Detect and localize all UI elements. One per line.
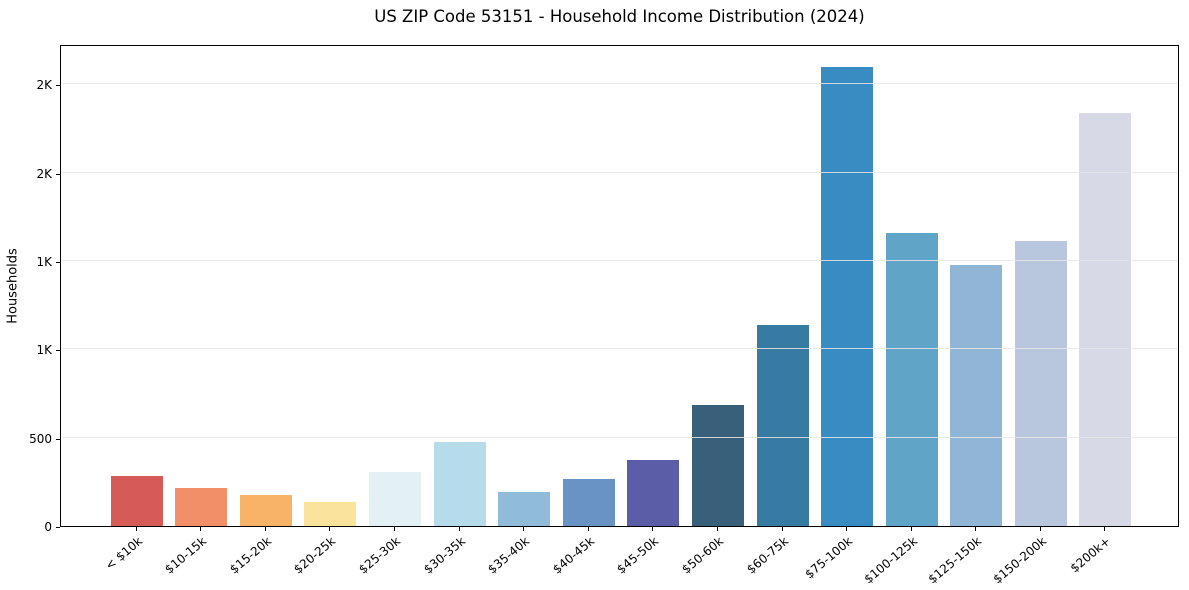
bar-$15-20k xyxy=(239,495,292,526)
bar-$25-30k xyxy=(369,472,422,526)
x-tick-mark-$35-40k xyxy=(523,527,525,531)
chart-title: US ZIP Code 53151 - Household Income Dis… xyxy=(374,7,865,26)
bar-$60-75k xyxy=(756,324,809,526)
gridline-1000 xyxy=(61,348,1178,350)
x-tick-mark-$10-15k xyxy=(200,527,202,531)
bar-$125-150k xyxy=(950,265,1003,526)
x-tick-mark-$50-60k xyxy=(716,527,718,531)
plot-area xyxy=(60,45,1179,527)
x-tick-mark-$15-20k xyxy=(264,527,266,531)
x-tick-mark-$20-25k xyxy=(329,527,331,531)
y-tick-label-2K-2000: 2K xyxy=(36,166,52,181)
bar-$10-15k xyxy=(175,488,228,526)
y-tick-mark-2500 xyxy=(56,85,60,87)
x-tick-mark-< $10k xyxy=(135,527,137,531)
x-tick-mark-$100-125k xyxy=(910,527,912,531)
bar-$40-45k xyxy=(562,478,615,526)
bar-$35-40k xyxy=(498,492,551,526)
y-tick-label-1K-1500: 1K xyxy=(36,254,52,269)
x-tick-mark-$125-150k xyxy=(975,527,977,531)
y-tick-mark-2000 xyxy=(56,173,60,175)
gridline-2500 xyxy=(61,83,1178,85)
y-tick-mark-0 xyxy=(56,527,60,528)
x-tick-mark-$30-35k xyxy=(458,527,460,531)
y-tick-mark-1500 xyxy=(56,261,60,263)
bar-$75-100k xyxy=(821,67,874,526)
x-tick-mark-$60-75k xyxy=(781,527,783,531)
y-tick-label-2K-2500: 2K xyxy=(36,78,52,93)
bar-$45-50k xyxy=(627,459,680,526)
x-tick-label-< $10k: < $10k xyxy=(102,534,145,573)
y-tick-label-500-500: 500 xyxy=(29,431,52,446)
bar-$100-125k xyxy=(885,232,938,526)
x-tick-mark-$200k+ xyxy=(1104,527,1106,531)
y-tick-label-1K-1000: 1K xyxy=(36,343,52,358)
x-tick-mark-$75-100k xyxy=(846,527,848,531)
y-tick-mark-1000 xyxy=(56,350,60,352)
bar-$50-60k xyxy=(691,405,744,526)
gridline-1500 xyxy=(61,259,1178,261)
bar-$20-25k xyxy=(304,502,357,526)
gridline-500 xyxy=(61,436,1178,438)
x-tick-mark-$25-30k xyxy=(394,527,396,531)
x-tick-mark-$45-50k xyxy=(652,527,654,531)
y-tick-label-0-0: 0 xyxy=(44,520,52,534)
x-tick-mark-$40-45k xyxy=(587,527,589,531)
bar-$200k+ xyxy=(1079,113,1132,526)
bar-$30-35k xyxy=(433,441,486,526)
y-tick-mark-500 xyxy=(56,438,60,440)
bar-$150-200k xyxy=(1014,240,1067,526)
bar-< $10k xyxy=(110,475,163,526)
x-tick-mark-$150-200k xyxy=(1039,527,1041,531)
gridline-2000 xyxy=(61,171,1178,173)
